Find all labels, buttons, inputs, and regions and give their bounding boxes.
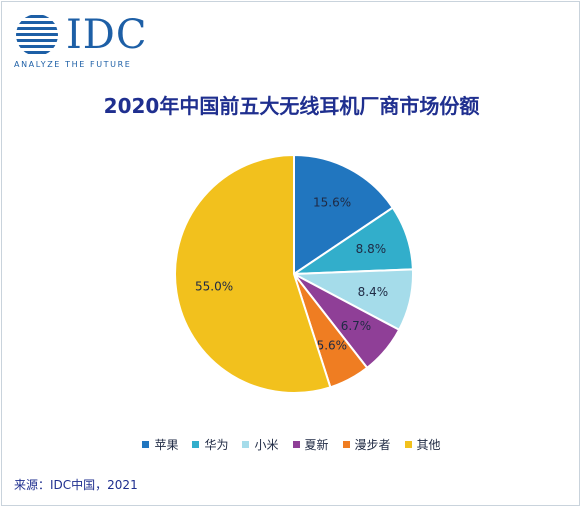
source-note: 来源：IDC中国，2021 xyxy=(14,478,138,492)
legend-label: 漫步者 xyxy=(354,438,391,452)
legend-item-5: 其他 xyxy=(404,436,441,453)
legend-item-3: 夏新 xyxy=(292,436,329,453)
pie-slice-0 xyxy=(293,153,395,276)
idc-logo: IDC ANALYZE THE FUTURE xyxy=(14,12,194,69)
legend-label: 小米 xyxy=(254,438,279,452)
pie-slice-5 xyxy=(174,153,332,394)
slice-label-1: 8.8% xyxy=(356,242,387,256)
legend-item-1: 华为 xyxy=(192,436,228,453)
slice-label-3: 6.7% xyxy=(341,319,372,333)
legend-swatch xyxy=(242,441,250,448)
slice-label-0: 15.6% xyxy=(313,196,351,210)
legend-item-4: 漫步者 xyxy=(342,436,391,453)
logo-wordmark: IDC xyxy=(66,12,148,58)
slice-label-4: 5.6% xyxy=(317,339,348,353)
globe-icon xyxy=(16,15,58,54)
legend-label: 华为 xyxy=(204,438,229,452)
legend-swatch xyxy=(404,441,412,448)
logo-tagline: ANALYZE THE FUTURE xyxy=(14,60,132,69)
legend-label: 苹果 xyxy=(154,438,179,452)
legend-swatch xyxy=(142,441,150,448)
legend-swatch xyxy=(292,441,300,448)
legend-label: 其他 xyxy=(416,438,441,452)
slice-label-5: 55.0% xyxy=(195,280,233,294)
chart-title: 2020年中国前五大无线耳机厂商市场份额 xyxy=(103,94,480,118)
legend-label: 夏新 xyxy=(304,438,329,452)
legend-swatch xyxy=(342,441,350,448)
slice-label-2: 8.4% xyxy=(358,285,389,299)
legend-swatch xyxy=(192,441,200,448)
legend-item-0: 苹果 xyxy=(142,436,178,453)
legend-item-2: 小米 xyxy=(242,436,279,453)
chart-legend: 苹果 华为 小米 夏新 漫步者 其他 xyxy=(0,436,583,453)
